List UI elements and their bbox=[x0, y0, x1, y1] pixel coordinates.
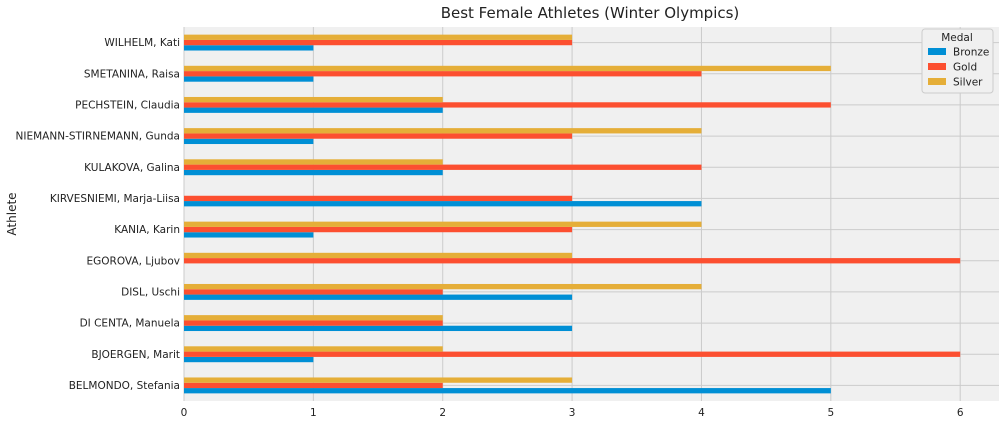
bar-gold bbox=[184, 133, 573, 139]
y-tick-label: BJOERGEN, Marit bbox=[91, 349, 180, 361]
bar-bronze bbox=[184, 45, 314, 51]
bar-silver bbox=[184, 34, 573, 40]
legend-swatch-silver bbox=[928, 78, 946, 85]
bar-bronze bbox=[184, 388, 831, 394]
plot-background bbox=[184, 27, 999, 401]
bar-bronze bbox=[184, 356, 314, 363]
bar-bronze bbox=[184, 325, 573, 332]
legend-swatch-bronze bbox=[928, 48, 946, 55]
legend-label-gold: Gold bbox=[953, 62, 977, 74]
legend-title: Medal bbox=[941, 32, 973, 44]
bar-silver bbox=[184, 283, 702, 290]
x-tick-label: 4 bbox=[698, 407, 705, 419]
bar-gold bbox=[184, 351, 961, 357]
y-tick-label: SMETANINA, Raisa bbox=[84, 68, 180, 80]
bar-silver bbox=[184, 315, 443, 321]
bars-layer bbox=[184, 34, 961, 394]
y-tick-label: DISL, Uschi bbox=[121, 286, 180, 298]
bar-bronze bbox=[184, 294, 573, 300]
legend-box bbox=[921, 28, 994, 94]
legend-items: Bronze Gold Silver bbox=[928, 47, 989, 89]
y-tick-label: WILHELM, Kati bbox=[104, 37, 180, 49]
x-ticks-layer: 0 1 2 3 4 5 6 bbox=[181, 407, 964, 419]
bar-gold bbox=[184, 102, 831, 108]
bar-silver bbox=[184, 252, 573, 259]
legend-label-bronze: Bronze bbox=[953, 47, 989, 59]
y-tick-label: DI CENTA, Manuela bbox=[80, 318, 180, 330]
y-tick-label: KANIA, Karin bbox=[114, 224, 180, 236]
series-gold bbox=[184, 39, 961, 389]
bar-silver bbox=[184, 377, 573, 383]
series-silver bbox=[184, 34, 831, 383]
bar-silver bbox=[184, 128, 702, 134]
bar-silver bbox=[184, 65, 831, 72]
y-tick-label: PECHSTEIN, Claudia bbox=[75, 99, 180, 111]
bar-gold bbox=[184, 226, 573, 233]
y-tick-label: NIEMANN-STIRNEMANN, Gunda bbox=[16, 131, 180, 143]
bar-bronze bbox=[184, 201, 702, 207]
y-axis-label: Athlete bbox=[5, 192, 19, 235]
y-tick-label: BELMONDO, Stefania bbox=[69, 380, 180, 392]
x-tick-label: 1 bbox=[310, 407, 317, 419]
bar-bronze bbox=[184, 76, 314, 82]
bar-gold bbox=[184, 39, 573, 46]
bar-gold bbox=[184, 289, 443, 295]
bar-gold bbox=[184, 195, 573, 202]
bar-gold bbox=[184, 258, 961, 264]
bar-gold bbox=[184, 320, 443, 326]
x-tick-label: 6 bbox=[957, 407, 964, 419]
x-tick-label: 0 bbox=[181, 407, 188, 419]
legend: Medal Bronze Gold Silver bbox=[921, 28, 994, 94]
legend-swatch-gold bbox=[928, 63, 946, 70]
bar-silver bbox=[184, 159, 443, 165]
y-tick-label: EGOROVA, Ljubov bbox=[86, 255, 180, 267]
series-bronze bbox=[184, 45, 831, 394]
bar-gold bbox=[184, 382, 443, 389]
bar-silver bbox=[184, 346, 443, 352]
chart-title: Best Female Athletes (Winter Olympics) bbox=[441, 4, 740, 22]
x-tick-label: 2 bbox=[439, 407, 446, 419]
y-tick-label: KULAKOVA, Galina bbox=[84, 162, 180, 174]
bar-bronze bbox=[184, 169, 443, 176]
x-tick-label: 3 bbox=[569, 407, 576, 419]
bar-silver bbox=[184, 221, 702, 227]
y-ticks-layer: BELMONDO, Stefania BJOERGEN, Marit DI CENT… bbox=[16, 37, 180, 392]
legend-label-silver: Silver bbox=[953, 77, 983, 89]
x-tick-label: 5 bbox=[827, 407, 834, 419]
y-tick-label: KIRVESNIEMI, Marja-Liisa bbox=[50, 193, 180, 205]
bar-bronze bbox=[184, 107, 443, 113]
bar-silver bbox=[184, 96, 443, 103]
bar-bronze bbox=[184, 232, 314, 238]
bar-gold bbox=[184, 164, 702, 170]
bar-bronze bbox=[184, 138, 314, 145]
bar-gold bbox=[184, 71, 702, 77]
